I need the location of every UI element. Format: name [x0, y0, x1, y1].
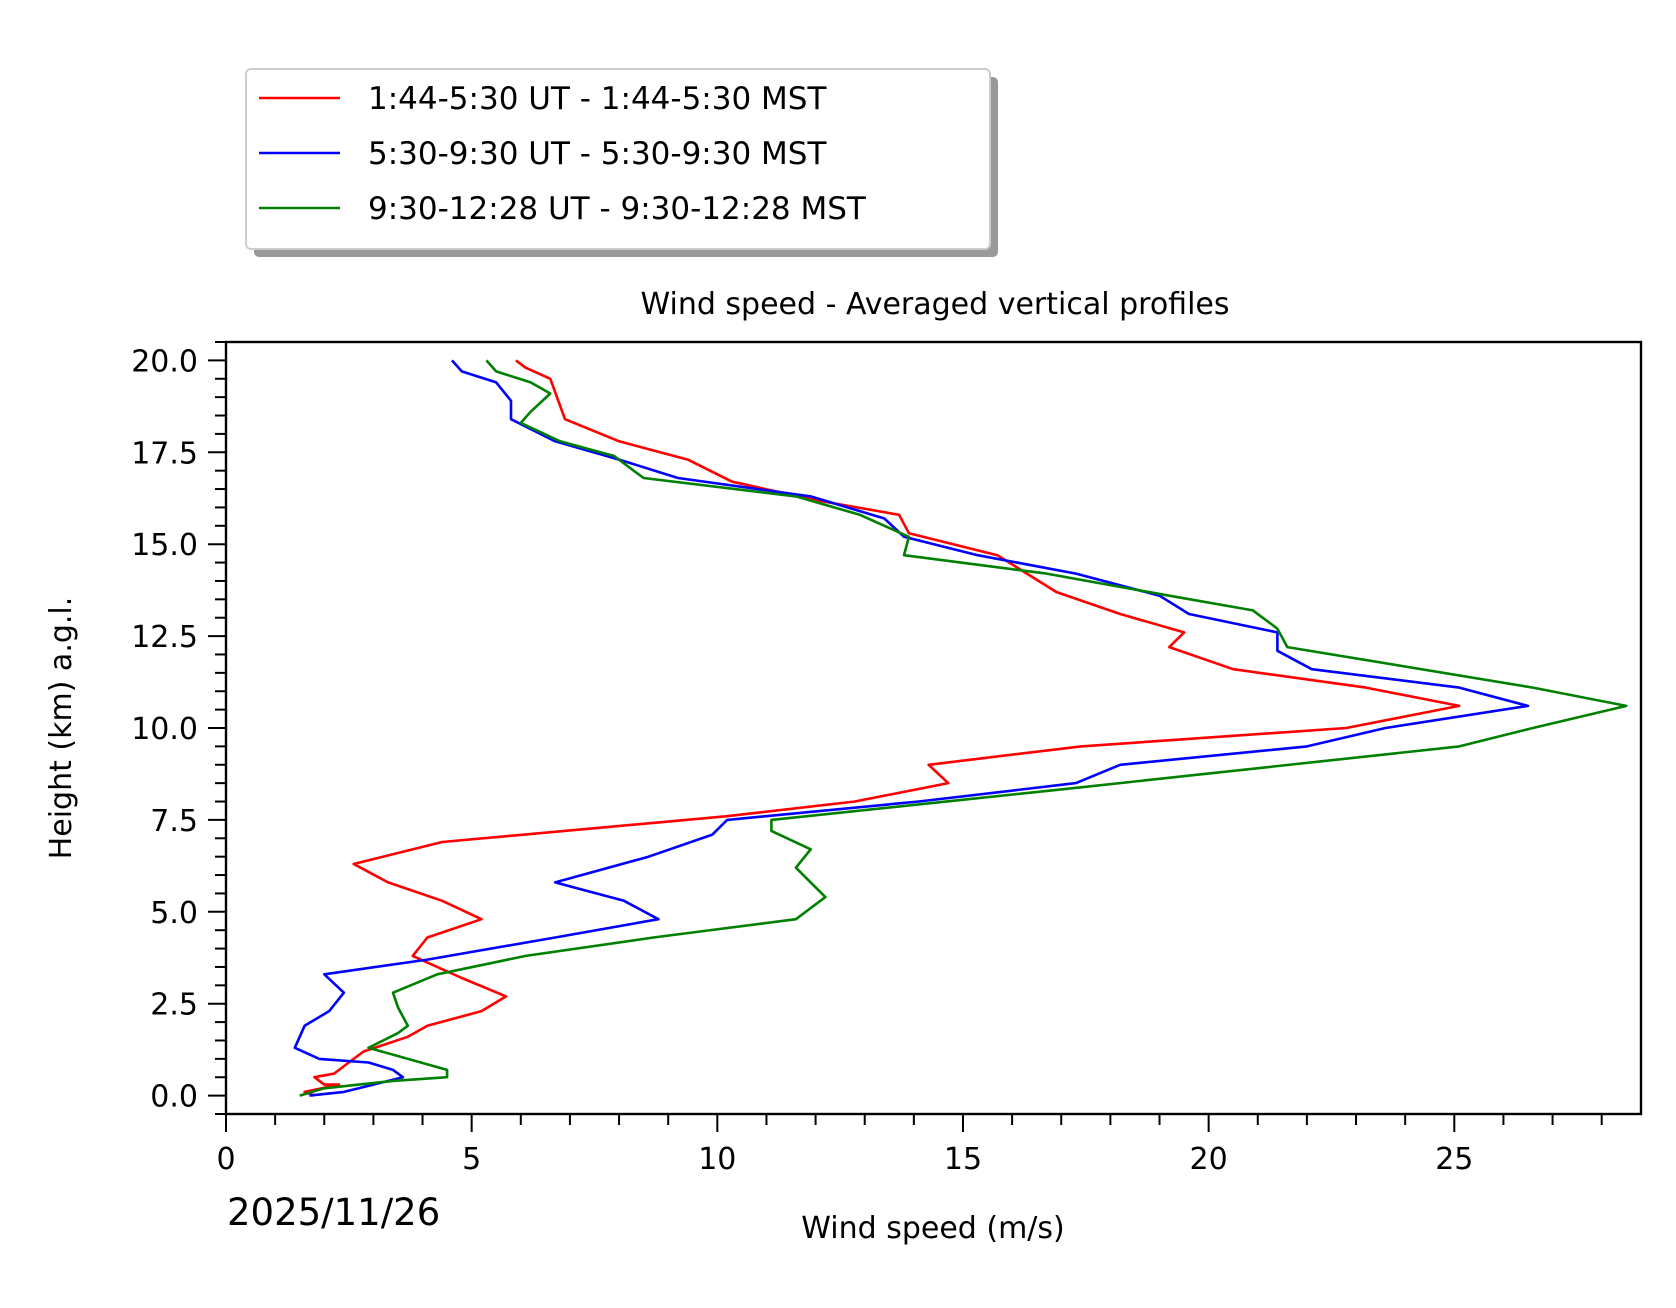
- legend-box: [245, 68, 991, 250]
- y-tick-label: 17.5: [131, 436, 198, 471]
- y-tick-label: 2.5: [150, 988, 198, 1023]
- y-tick-label: 15.0: [131, 528, 198, 563]
- y-axis: 0.0 2.5 5.0 7.5 10.0 12.5 15.0 17.5 20.0: [131, 341, 226, 1115]
- x-tick-label: 15: [944, 1142, 982, 1177]
- legend-label-1: 1:44-5:30 UT - 1:44-5:30 MST: [368, 81, 827, 117]
- legend-label-2: 5:30-9:30 UT - 5:30-9:30 MST: [368, 136, 827, 172]
- x-tick-label: 5: [462, 1142, 481, 1177]
- series-line-2: [293, 359, 1530, 1097]
- legend: 1:44-5:30 UT - 1:44-5:30 MST 5:30-9:30 UT…: [245, 68, 998, 257]
- date-label: 2025/11/26: [227, 1191, 440, 1234]
- chart-title: Wind speed - Averaged vertical profiles: [640, 287, 1229, 322]
- series-line-3: [299, 359, 1628, 1097]
- legend-label-3: 9:30-12:28 UT - 9:30-12:28 MST: [368, 191, 867, 227]
- y-tick-label: 5.0: [150, 896, 198, 931]
- x-tick-label: 0: [216, 1142, 235, 1177]
- y-tick-label: 12.5: [131, 620, 198, 655]
- y-tick-label: 0.0: [150, 1080, 198, 1115]
- y-tick-label: 20.0: [131, 344, 198, 379]
- y-tick-label: 7.5: [150, 804, 198, 839]
- x-tick-label: 25: [1435, 1142, 1473, 1177]
- y-tick-label: 10.0: [131, 712, 198, 747]
- x-axis: 0 5 10 15 20 25: [216, 1114, 1603, 1177]
- x-tick-label: 20: [1190, 1142, 1228, 1177]
- x-axis-label: Wind speed (m/s): [801, 1211, 1064, 1246]
- x-tick-label: 10: [698, 1142, 736, 1177]
- y-axis-label: Height (km) a.g.l.: [44, 597, 79, 860]
